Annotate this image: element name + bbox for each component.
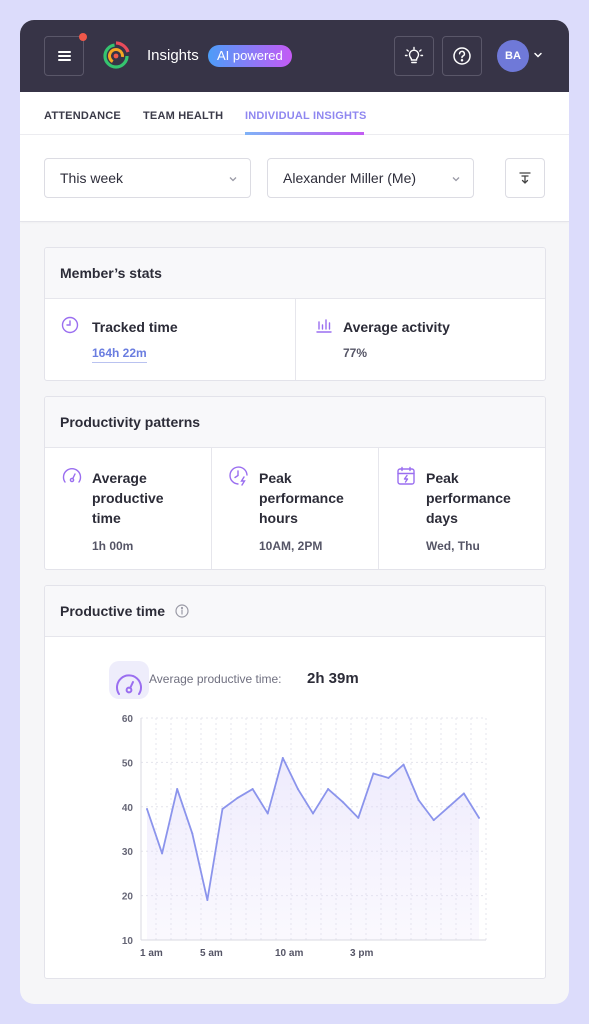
divider — [295, 299, 296, 380]
pattern-value: Wed, Thu — [426, 539, 480, 553]
pattern-value: 1h 00m — [92, 539, 134, 553]
y-tick-label: 20 — [122, 892, 134, 903]
productive-time-chart-area: Average productive time: 2h 39m 10 20 30 40… — [45, 637, 545, 978]
productive-time-chart: Average productive time: 2h 39m 10 20 30 40… — [109, 661, 487, 959]
filter-bar: This week Alexander Miller (Me) — [20, 135, 569, 222]
data-point — [327, 788, 330, 791]
data-point — [462, 792, 465, 795]
export-button[interactable] — [505, 158, 545, 198]
y-tick-label: 60 — [122, 714, 134, 725]
productive-time-card: Productive time Average pr — [44, 585, 546, 979]
data-point — [146, 808, 148, 811]
data-point — [312, 812, 314, 815]
data-point — [236, 796, 239, 799]
app-frame: Insights AI powered BA ATTENDANCE TEAM H… — [20, 20, 569, 1004]
data-point — [206, 899, 209, 902]
x-tick-label: 5 am — [200, 948, 223, 959]
member-stats-card: Member’s stats Tracked time 164h 22m Ave… — [44, 247, 546, 381]
logo-icon — [103, 41, 130, 69]
data-point — [161, 852, 164, 855]
data-point — [266, 812, 269, 815]
tab-individual-insights[interactable]: INDIVIDUAL INSIGHTS — [245, 110, 367, 122]
period-select-value: This week — [60, 170, 124, 186]
data-point — [432, 819, 435, 822]
chevron-down-icon — [229, 177, 237, 182]
chevron-down-icon[interactable] — [533, 50, 543, 60]
y-tick-label: 50 — [122, 758, 134, 769]
data-point — [342, 801, 345, 804]
member-select[interactable]: Alexander Miller (Me) — [267, 158, 474, 198]
data-point — [191, 832, 194, 835]
divider — [211, 448, 212, 569]
active-tab-indicator — [245, 132, 364, 135]
menu-button[interactable] — [44, 33, 87, 76]
series-area — [147, 757, 479, 940]
data-point — [357, 816, 360, 819]
tracked-time-label: Tracked time — [92, 319, 178, 335]
chart-axes: 10 20 30 40 50 60 1 am 5 am 10 am 3 pm — [122, 714, 486, 959]
tips-button[interactable] — [394, 36, 434, 76]
gauge-icon — [62, 467, 82, 483]
clock-icon — [61, 316, 79, 334]
y-tick-label: 30 — [122, 847, 134, 858]
period-select[interactable]: This week — [44, 158, 251, 198]
avg-productive-value: 2h 39m — [307, 670, 359, 687]
data-point — [387, 776, 390, 779]
info-icon[interactable] — [175, 604, 189, 618]
pattern-label: Average productive time — [92, 470, 164, 526]
bar-chart-icon — [316, 319, 332, 333]
x-tick-label: 1 am — [140, 948, 163, 959]
notification-dot — [79, 33, 87, 41]
chart-data-layer — [146, 756, 480, 940]
productivity-patterns-title: Productivity patterns — [45, 397, 545, 448]
flash-clock-icon — [229, 466, 248, 486]
member-stats-title: Member’s stats — [45, 248, 545, 299]
data-point — [221, 808, 224, 811]
lightbulb-icon — [404, 46, 424, 64]
data-point — [281, 756, 284, 759]
tracked-time-value[interactable]: 164h 22m — [92, 346, 147, 363]
data-point — [251, 788, 254, 791]
menu-icon — [57, 51, 71, 61]
data-point — [176, 788, 179, 791]
divider — [378, 448, 379, 569]
help-button[interactable] — [442, 36, 482, 76]
ai-powered-badge: AI powered — [208, 45, 292, 67]
tab-bar: ATTENDANCE TEAM HEALTH INDIVIDUAL INSIGH… — [20, 92, 569, 135]
avg-productive-label: Average productive time: — [149, 672, 282, 686]
productivity-patterns-card: Productivity patterns Average productive… — [44, 396, 546, 570]
pattern-label: Peak performance days — [426, 470, 511, 526]
data-point — [372, 772, 375, 775]
user-avatar[interactable]: BA — [497, 40, 529, 72]
help-icon — [453, 47, 471, 65]
member-select-value: Alexander Miller (Me) — [283, 170, 417, 186]
data-point — [417, 799, 420, 802]
data-point — [402, 763, 405, 766]
x-tick-label: 3 pm — [350, 948, 373, 959]
average-activity-label: Average activity — [343, 319, 450, 335]
pattern-value: 10AM, 2PM — [259, 539, 323, 553]
data-point — [296, 788, 299, 791]
data-point — [478, 816, 480, 819]
y-tick-label: 10 — [122, 936, 134, 947]
calendar-flash-icon — [397, 466, 415, 485]
pattern-label: Peak performance hours — [259, 470, 344, 526]
productive-time-title: Productive time — [60, 603, 166, 619]
gauge-icon-bg — [109, 661, 149, 699]
gauge-icon — [116, 674, 142, 695]
app-title: Insights — [147, 47, 199, 64]
data-point — [447, 805, 450, 808]
average-activity-value: 77% — [343, 346, 368, 360]
y-tick-label: 40 — [122, 803, 134, 814]
chevron-down-icon — [452, 177, 460, 182]
top-bar: Insights AI powered BA — [20, 20, 569, 92]
download-icon — [519, 172, 531, 184]
tab-attendance[interactable]: ATTENDANCE — [44, 110, 121, 122]
x-tick-label: 10 am — [275, 948, 303, 959]
tab-team-health[interactable]: TEAM HEALTH — [143, 110, 224, 122]
productive-time-header: Productive time — [45, 586, 545, 637]
